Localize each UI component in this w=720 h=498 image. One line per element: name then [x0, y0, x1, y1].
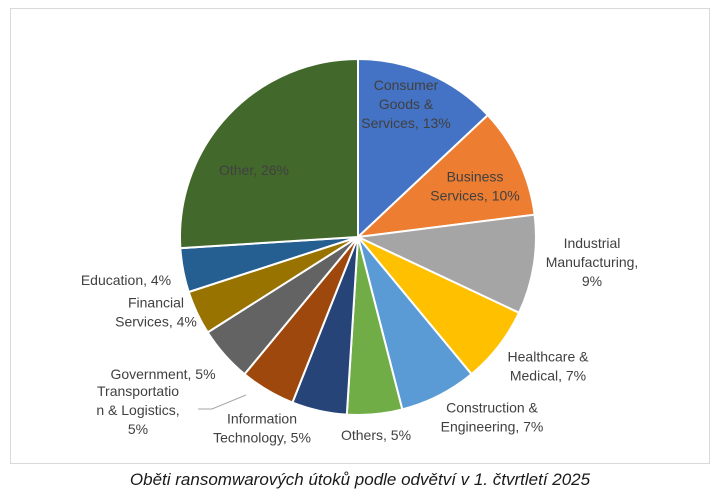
data-label-industrial-manufacturing: Industrial Manufacturing, 9% — [546, 235, 639, 289]
pie-chart: Consumer Goods & Services, 13% Business Serv… — [81, 57, 639, 446]
data-label-information-technology: Information Technology, 5% — [213, 411, 311, 446]
data-label-education: Education, 4% — [81, 272, 171, 288]
data-label-other: Other, 26% — [219, 162, 289, 178]
data-label-consumer-goods-services: Consumer Goods & Services, 13% — [361, 77, 450, 131]
data-label-government: Government, 5% — [110, 366, 215, 382]
chart-caption: Oběti ransomwarových útoků podle odvětví… — [129, 470, 591, 489]
data-label-transportation-logistics: Transportatio n & Logistics, 5% — [96, 383, 179, 437]
data-label-others: Others, 5% — [341, 427, 411, 443]
leader-line-transportation — [198, 394, 247, 410]
pie-slice-industrial-manufacturing — [354, 213, 537, 315]
pie-slice-consumer-goods-services — [357, 57, 490, 240]
data-label-business-services: Business Services, 10% — [430, 169, 519, 204]
pie-slice-other — [178, 57, 359, 250]
data-label-construction-engineering: Construction & Engineering, 7% — [441, 400, 544, 435]
data-label-financial-services: Financial Services, 4% — [115, 295, 197, 330]
data-label-healthcare-medical: Healthcare & Medical, 7% — [508, 349, 590, 384]
pie-slice-business-services — [355, 113, 536, 239]
